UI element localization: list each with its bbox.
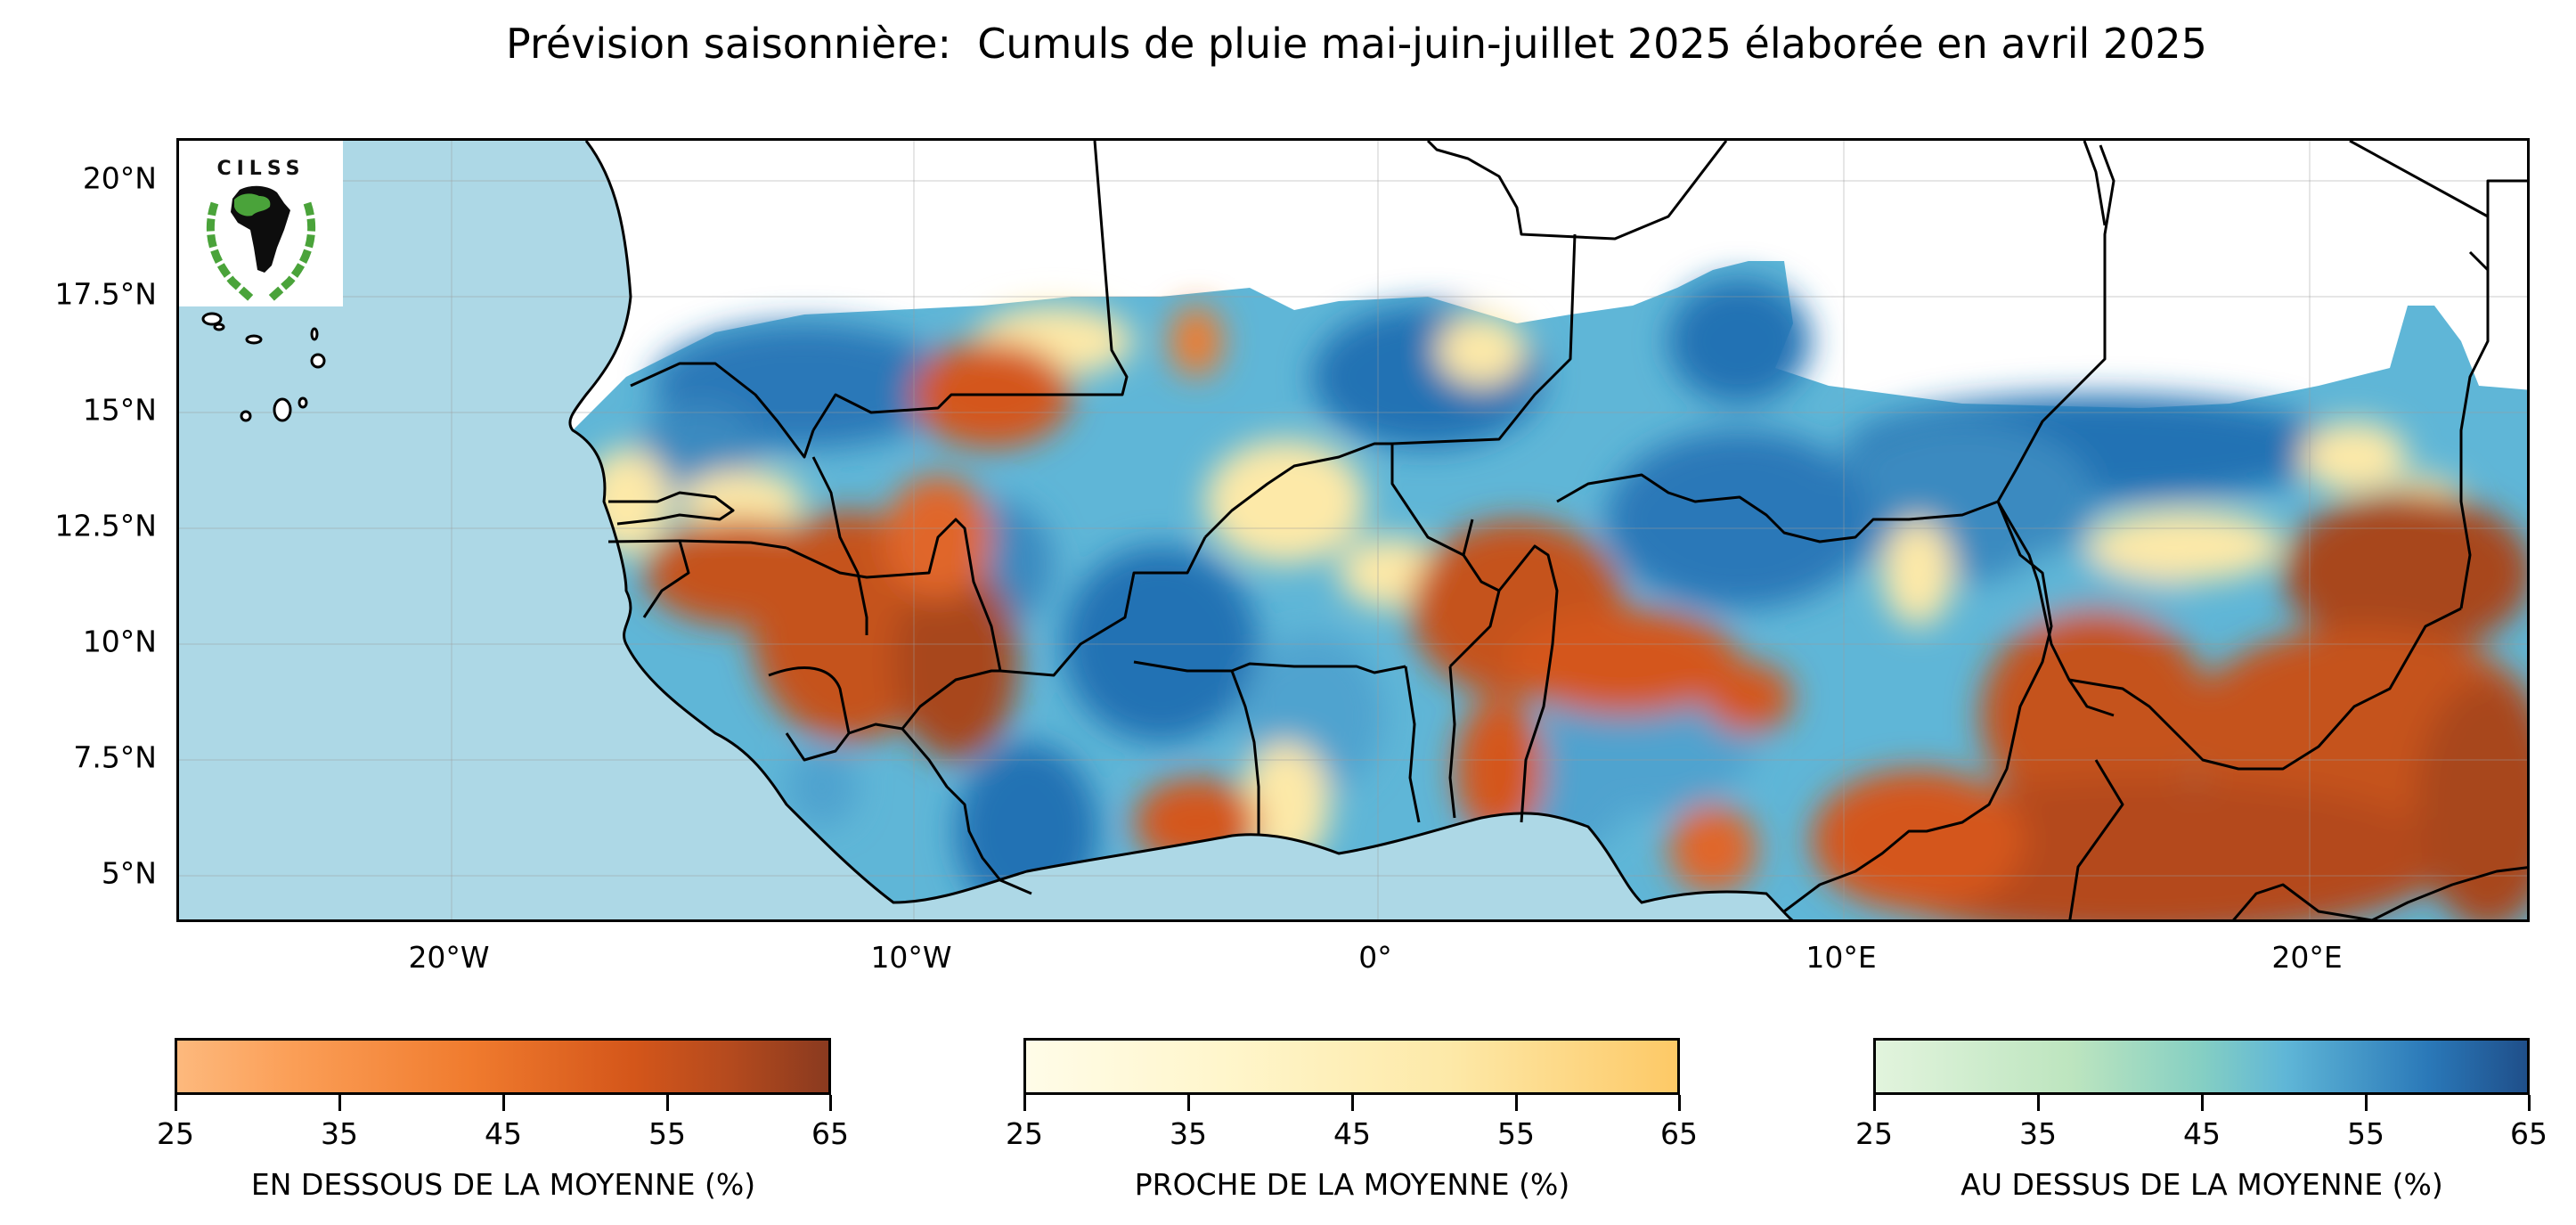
colorbar-tick: [2201, 1095, 2204, 1111]
forecast-raster: [569, 261, 2527, 919]
lon-tick-label: 10°W: [870, 940, 952, 975]
colorbar-tick: [666, 1095, 669, 1111]
lat-tick-label: 15°N: [82, 392, 157, 428]
colorbar-tick-label: 25: [157, 1116, 194, 1151]
colorbar-tick: [2037, 1095, 2040, 1111]
colorbar-tick: [2528, 1095, 2531, 1111]
map-canvas: [179, 141, 2527, 919]
colorbar-tick-label: 25: [1006, 1116, 1043, 1151]
cilss-logo-icon: CILSS: [206, 158, 316, 303]
lat-tick-label: 7.5°N: [73, 739, 157, 775]
colorbar-tick: [2365, 1095, 2368, 1111]
colorbar-tick: [338, 1095, 341, 1111]
cilss-logo: CILSS: [179, 141, 343, 306]
colorbar-label-above-average: AU DESSUS DE LA MOYENNE (%): [1961, 1167, 2443, 1202]
colorbar-tick-label: 55: [648, 1116, 686, 1151]
colorbar-tick-label: 65: [2510, 1116, 2547, 1151]
gridlines: [179, 141, 2527, 919]
colorbar-tick-label: 65: [811, 1116, 849, 1151]
colorbar-tick: [502, 1095, 505, 1111]
lon-tick-label: 20°W: [408, 940, 490, 975]
lat-tick-label: 10°N: [82, 624, 157, 659]
svg-text:CILSS: CILSS: [216, 158, 305, 180]
colorbar-tick-label: 45: [2183, 1116, 2221, 1151]
colorbar-label-below-average: EN DESSOUS DE LA MOYENNE (%): [250, 1167, 756, 1202]
chart-title: Prévision saisonnière: Cumuls de pluie m…: [506, 20, 2207, 68]
colorbar-tick-label: 55: [1497, 1116, 1535, 1151]
lon-tick-label: 20°E: [2271, 940, 2343, 975]
colorbar-below-average: [175, 1038, 831, 1095]
colorbar-tick-label: 45: [485, 1116, 522, 1151]
colorbar-near-average: [1023, 1038, 1680, 1095]
colorbar-label-near-average: PROCHE DE LA MOYENNE (%): [1134, 1167, 1570, 1202]
colorbar-tick: [829, 1095, 832, 1111]
colorbar-tick: [175, 1095, 177, 1111]
lat-tick-label: 12.5°N: [54, 508, 157, 543]
colorbar-tick: [1515, 1095, 1518, 1111]
colorbar-tick-label: 65: [1660, 1116, 1698, 1151]
lat-tick-label: 20°N: [82, 160, 157, 196]
colorbar-tick: [1351, 1095, 1354, 1111]
colorbar-above-average: [1873, 1038, 2530, 1095]
lat-tick-label: 5°N: [101, 855, 157, 891]
colorbar-tick-label: 25: [1855, 1116, 1893, 1151]
cape-verde-islands: [201, 312, 326, 422]
colorbar-tick: [1187, 1095, 1190, 1111]
colorbar-tick: [1023, 1095, 1026, 1111]
colorbar-tick: [1678, 1095, 1681, 1111]
colorbar-tick-label: 45: [1333, 1116, 1371, 1151]
colorbar-tick-label: 35: [2019, 1116, 2057, 1151]
colorbar-tick-label: 55: [2347, 1116, 2384, 1151]
country-borders: [607, 141, 2527, 919]
lon-tick-label: 0°: [1358, 940, 1392, 975]
coastline: [568, 141, 1794, 919]
colorbar-tick-label: 35: [1170, 1116, 1207, 1151]
colorbar-tick: [1873, 1095, 1876, 1111]
lon-tick-label: 10°E: [1806, 940, 1877, 975]
colorbar-tick-label: 35: [321, 1116, 358, 1151]
forecast-map: [176, 138, 2530, 922]
lat-tick-label: 17.5°N: [54, 276, 157, 312]
